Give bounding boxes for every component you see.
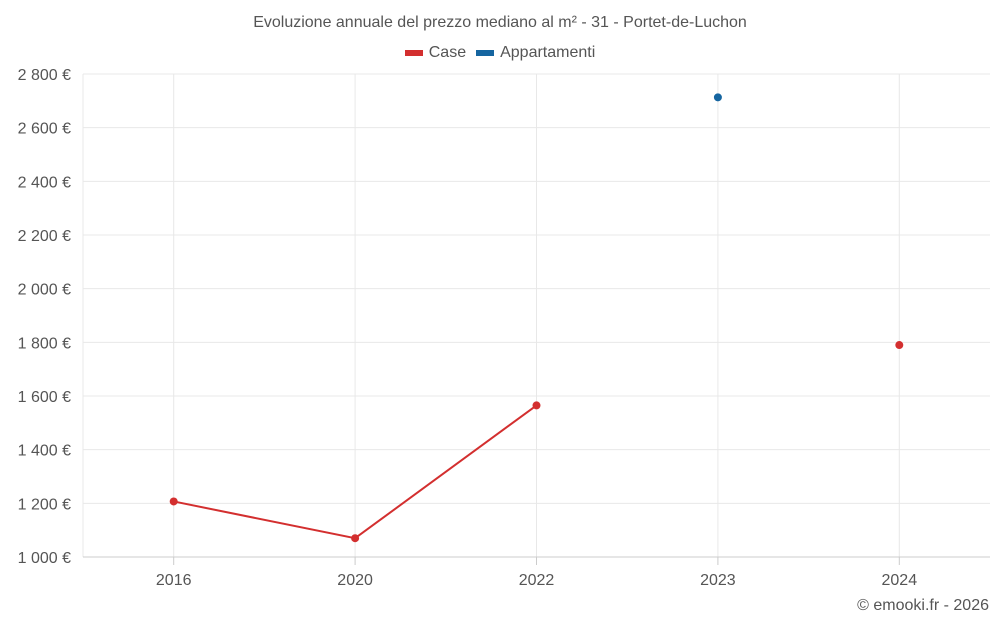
data-point-case xyxy=(169,497,178,506)
x-tick-label: 2016 xyxy=(156,572,192,589)
legend-swatch-case xyxy=(404,50,423,56)
chart-legend: Case Appartamenti xyxy=(0,44,1000,62)
legend-label-case: Case xyxy=(428,44,467,61)
legend-swatch-appartamenti xyxy=(476,50,495,56)
y-tick-label: 2 400 € xyxy=(18,174,71,191)
data-point-case xyxy=(895,341,904,350)
x-tick-label: 2020 xyxy=(337,572,373,589)
data-point-case xyxy=(351,534,360,543)
legend-item-case[interactable]: Case xyxy=(404,44,467,62)
y-tick-label: 1 800 € xyxy=(18,335,71,352)
x-tick-label: 2023 xyxy=(700,572,736,589)
x-tick-label: 2024 xyxy=(882,572,918,589)
chart-title: Evoluzione annuale del prezzo mediano al… xyxy=(253,14,747,31)
y-tick-label: 1 400 € xyxy=(18,443,71,460)
y-tick-label: 1 200 € xyxy=(18,496,71,513)
x-tick-label: 2022 xyxy=(519,572,555,589)
y-tick-label: 2 000 € xyxy=(18,282,71,299)
y-tick-label: 1 600 € xyxy=(18,389,71,406)
legend-label-appartamenti: Appartamenti xyxy=(500,44,596,61)
data-point-appartamenti xyxy=(713,93,722,102)
legend-item-appartamenti[interactable]: Appartamenti xyxy=(476,44,595,62)
y-tick-label: 1 000 € xyxy=(18,550,71,567)
y-tick-label: 2 200 € xyxy=(18,228,71,245)
data-point-case xyxy=(532,401,541,410)
footer-credit: © emooki.fr - 2026 xyxy=(857,597,989,614)
y-tick-label: 2 800 € xyxy=(18,67,71,84)
y-tick-label: 2 600 € xyxy=(18,121,71,138)
